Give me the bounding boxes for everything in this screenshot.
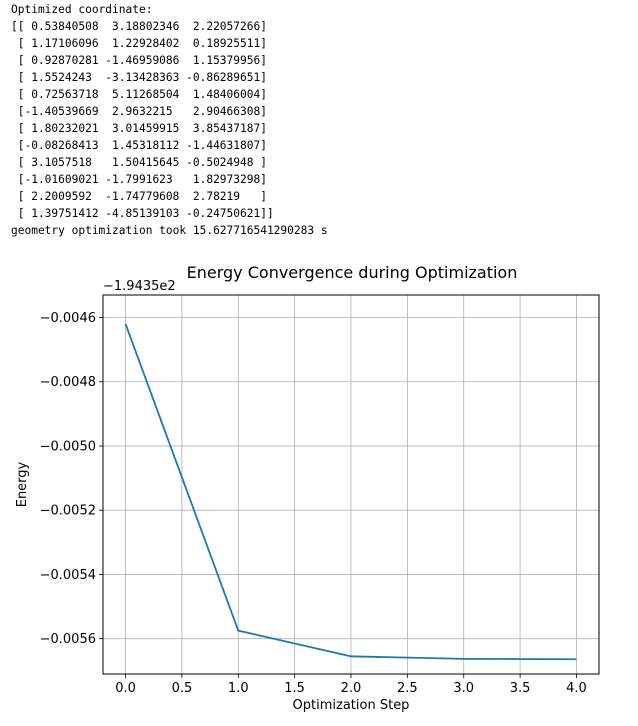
- console-line: [[ 0.53840508 3.18802346 2.22057266]: [11, 20, 267, 33]
- x-tick-label: 0.0: [115, 681, 136, 696]
- y-tick-label: −0.0054: [40, 568, 96, 583]
- console-output: Optimized coordinate: [[ 0.53840508 3.188…: [11, 1, 631, 239]
- y-tick-label: −0.0056: [40, 632, 96, 647]
- grid-lines: [103, 295, 599, 674]
- chart-title: Energy Convergence during Optimization: [187, 263, 518, 282]
- series-layer: [124, 323, 577, 661]
- x-tick-label: 2.5: [397, 681, 418, 696]
- energy-series-line: [124, 323, 577, 661]
- console-line: geometry optimization took 15.6277165412…: [11, 224, 328, 237]
- x-ticks: 0.0 0.5 1.0 1.5 2.0 2.5 3.0 3.5 4.0: [115, 674, 587, 696]
- y-tick-label: −0.0052: [40, 504, 96, 519]
- console-line: [ 1.5524243 -3.13428363 -0.86289651]: [11, 71, 267, 84]
- x-tick-label: 1.5: [284, 681, 305, 696]
- console-line: [ 1.17106096 1.22928402 0.18925511]: [11, 37, 267, 50]
- console-line: [ 3.1057518 1.50415645 -0.5024948 ]: [11, 156, 267, 169]
- y-ticks: −0.0046 −0.0048 −0.0050 −0.0052 −0.0054 −0.00…: [40, 311, 103, 647]
- y-axis-label: Energy: [15, 461, 30, 507]
- x-tick-label: 1.0: [228, 681, 249, 696]
- console-line: [-0.08268413 1.45318112 -1.44631807]: [11, 139, 267, 152]
- x-tick-label: 3.5: [510, 681, 531, 696]
- energy-convergence-plot: Energy Convergence during Optimization −…: [0, 255, 638, 726]
- x-tick-label: 0.5: [172, 681, 193, 696]
- x-tick-label: 2.0: [341, 681, 362, 696]
- x-axis-label: Optimization Step: [293, 698, 410, 713]
- x-tick-label: 4.0: [566, 681, 587, 696]
- x-tick-label: 3.0: [453, 681, 474, 696]
- y-offset-text: −1.9435e2: [103, 279, 176, 294]
- y-tick-label: −0.0048: [40, 375, 96, 390]
- console-line: [ 0.72563718 5.11268504 1.48406004]: [11, 88, 267, 101]
- console-line: [ 1.39751412 -4.85139103 -0.24750621]]: [11, 207, 274, 220]
- console-line: [ 1.80232021 3.01459915 3.85437187]: [11, 122, 267, 135]
- line-chart: Energy Convergence during Optimization −…: [15, 263, 600, 713]
- console-heading: Optimized coordinate:: [11, 3, 153, 16]
- console-line: [ 0.92870281 -1.46959086 1.15379956]: [11, 54, 267, 67]
- y-tick-label: −0.0046: [40, 311, 96, 326]
- console-line: [-1.01609021 -1.7991623 1.82973298]: [11, 173, 267, 186]
- console-line: [ 2.2009592 -1.74779608 2.78219 ]: [11, 190, 267, 203]
- y-tick-label: −0.0050: [40, 439, 96, 454]
- console-line: [-1.40539669 2.9632215 2.90466308]: [11, 105, 267, 118]
